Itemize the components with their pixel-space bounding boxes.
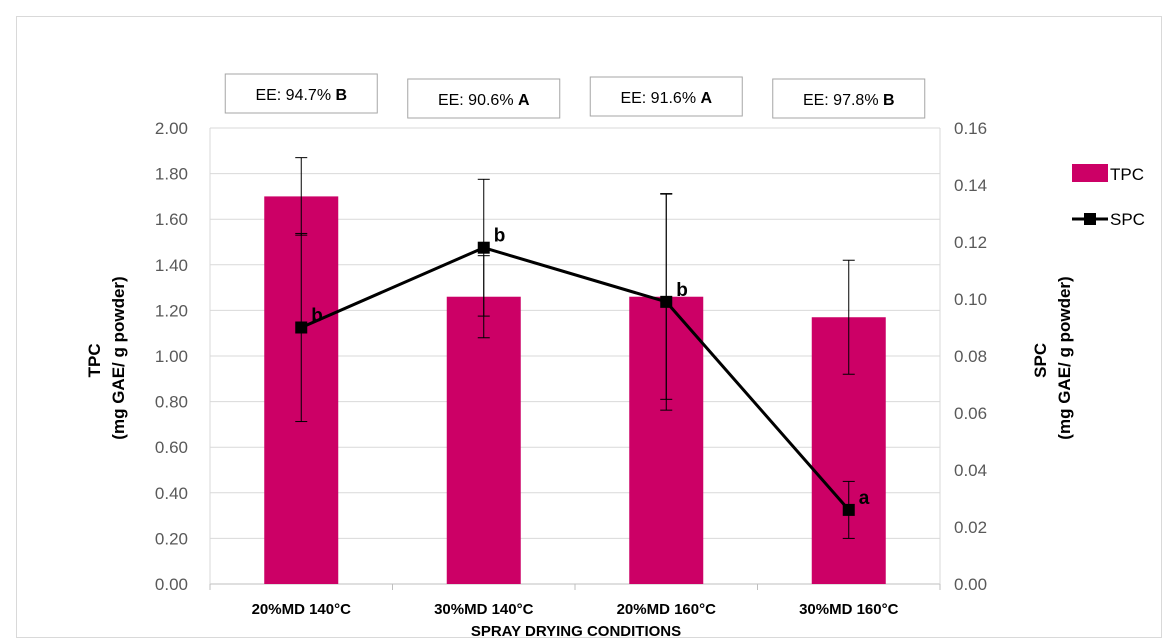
right-tick-label: 0.00 <box>954 575 987 594</box>
category-labels: 20%MD 140°C 30%MD 140°C 20%MD 160°C 30%MD 1… <box>252 601 899 618</box>
left-tick-label: 0.40 <box>155 484 188 503</box>
category-label: 20%MD 140°C <box>252 601 352 618</box>
ee-annotation-box <box>224 73 378 114</box>
spc-point <box>295 321 308 334</box>
ee-annotation-box <box>772 78 926 119</box>
ee-annotation-box <box>589 76 743 117</box>
left-tick-label: 1.00 <box>155 347 188 366</box>
left-tick-label: 1.60 <box>155 210 188 229</box>
ee-annotation-text: EE: 97.8% B <box>803 92 895 109</box>
ee-annotation-text: EE: 90.6% A <box>438 92 530 109</box>
right-tick-label: 0.06 <box>954 404 987 423</box>
ee-annotation-text: EE: 91.6% A <box>620 90 712 107</box>
spc-line-path <box>300 246 850 511</box>
spc-point <box>842 503 855 516</box>
significance-label: b <box>311 306 323 327</box>
legend-tpc-label: TPC <box>1110 165 1144 184</box>
right-tick-label: 0.04 <box>954 461 987 480</box>
significance-labels: b b b a <box>311 226 870 509</box>
category-label: 30%MD 140°C <box>434 601 534 618</box>
left-tick-label: 2.00 <box>155 119 188 138</box>
right-tick-label: 0.16 <box>954 119 987 138</box>
right-tick-label: 0.02 <box>954 518 987 537</box>
ee-annotation-text: EE: 94.7% B <box>255 87 347 104</box>
x-axis-title: SPRAY DRYING CONDITIONS <box>471 623 681 640</box>
line-error-bars <box>295 178 855 539</box>
left-tick-label: 1.40 <box>155 256 188 275</box>
left-axis-title: TPC (mg GAE/ g powder) <box>85 276 128 439</box>
legend: TPC SPC <box>1072 164 1145 229</box>
left-tick-label: 0.80 <box>155 393 188 412</box>
category-label: 30%MD 160°C <box>799 601 899 618</box>
significance-label: b <box>494 226 506 247</box>
right-axis-ticks: 0.00 0.02 0.04 0.06 0.08 0.10 0.12 0.14 0.16 <box>954 119 987 594</box>
right-tick-label: 0.10 <box>954 290 987 309</box>
ee-annotations: EE: 94.7% B EE: 90.6% A EE: 91.6% A EE: 97.… <box>224 73 926 119</box>
significance-label: b <box>676 280 688 301</box>
right-axis-title: SPC (mg GAE/ g powder) <box>1031 276 1074 439</box>
left-tick-label: 0.60 <box>155 438 188 457</box>
legend-spc-marker <box>1084 213 1096 225</box>
left-tick-label: 1.20 <box>155 301 188 320</box>
bars <box>264 196 886 584</box>
left-axis-ticks: 0.00 0.20 0.40 0.60 0.80 1.00 1.20 1.40 1.60 1.80… <box>155 119 188 594</box>
tpc-bar <box>446 296 521 584</box>
ee-annotation-box <box>407 78 561 119</box>
right-tick-label: 0.14 <box>954 176 987 195</box>
bar-error-bars <box>295 157 855 400</box>
category-label: 20%MD 160°C <box>617 601 717 618</box>
legend-tpc-swatch <box>1072 164 1108 182</box>
spc-points <box>295 241 855 516</box>
spc-point <box>477 241 490 254</box>
spc-line <box>300 246 850 511</box>
significance-label: a <box>859 488 870 509</box>
right-tick-label: 0.08 <box>954 347 987 366</box>
legend-spc-label: SPC <box>1110 210 1145 229</box>
chart-frame <box>16 16 1162 638</box>
left-tick-label: 0.20 <box>155 529 188 548</box>
right-tick-label: 0.12 <box>954 233 987 252</box>
left-tick-label: 1.80 <box>155 165 188 184</box>
spc-point <box>660 295 673 308</box>
left-tick-label: 0.00 <box>155 575 188 594</box>
